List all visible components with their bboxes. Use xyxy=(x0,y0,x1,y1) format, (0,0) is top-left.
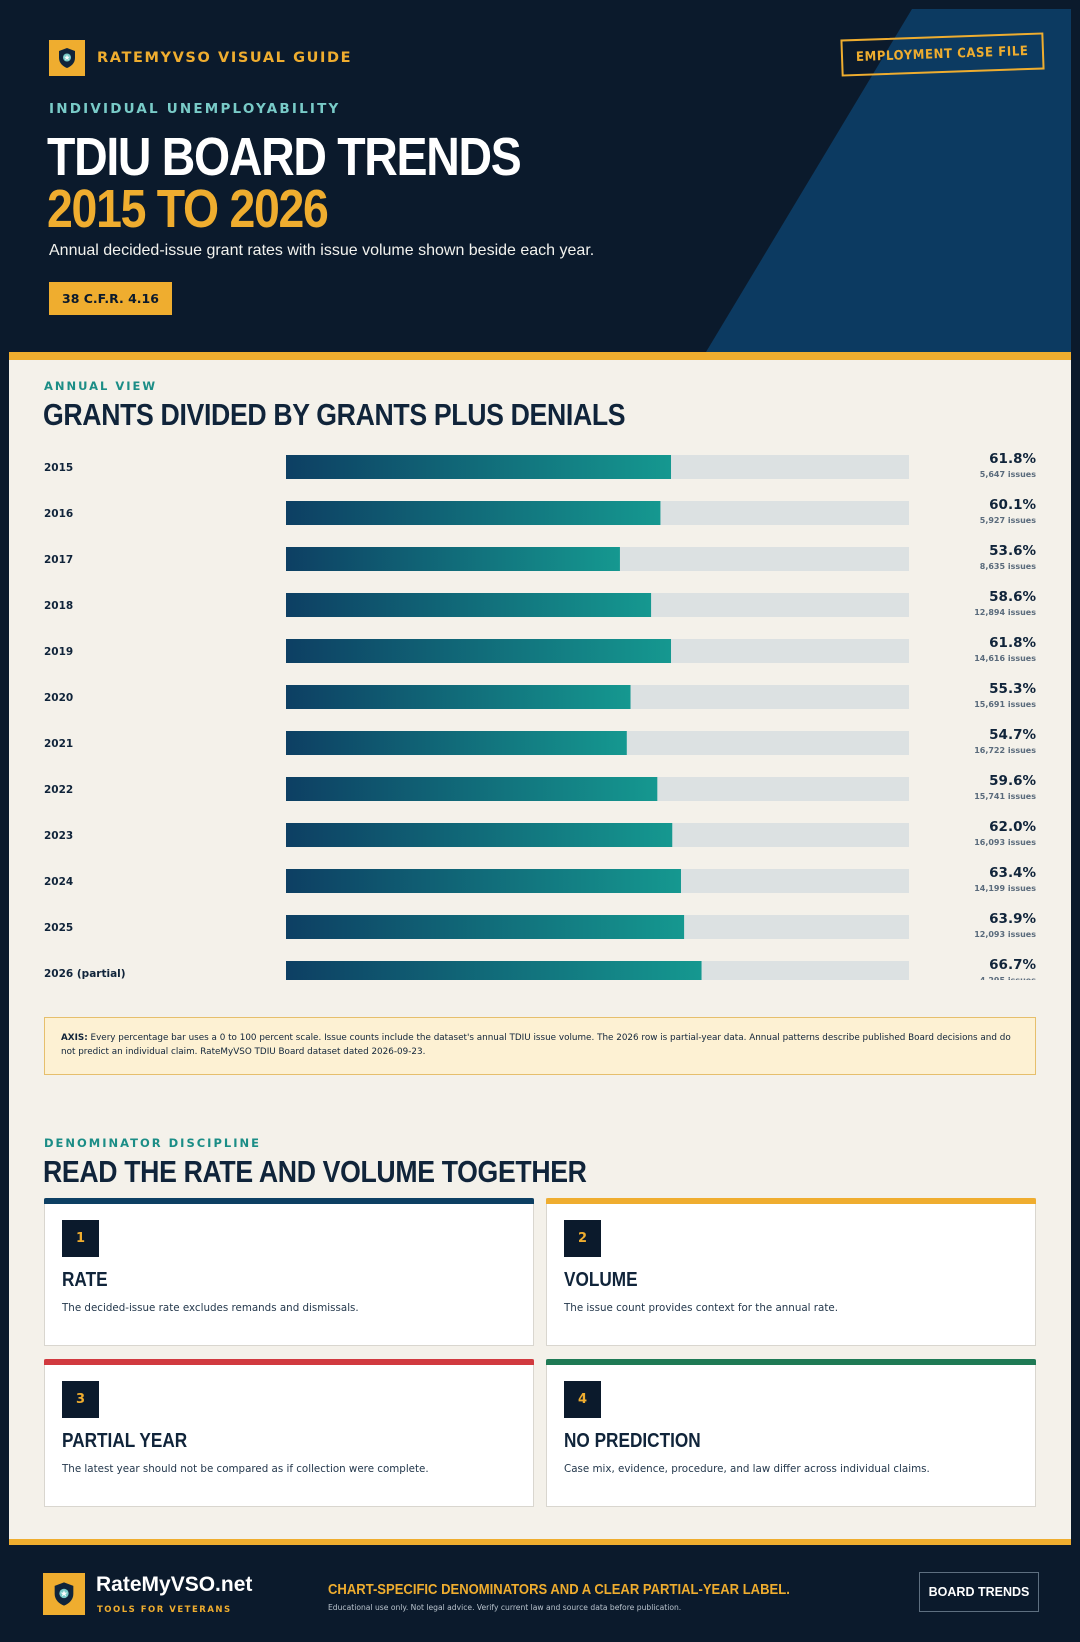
issue-count-label: 5,927 issues xyxy=(980,516,1036,525)
rate-label: 62.0% xyxy=(989,819,1036,835)
page-title-line1: TDIU BOARD TRENDS xyxy=(47,127,522,187)
year-label: 2021 xyxy=(44,738,73,750)
hero-header: RATEMYVSO VISUAL GUIDE EMPLOYMENT CASE F… xyxy=(9,9,1071,352)
case-file-stamp: EMPLOYMENT CASE FILE xyxy=(840,32,1045,77)
year-label: 2016 xyxy=(44,508,73,520)
year-label: 2026 (partial) xyxy=(44,968,126,980)
card-body: The latest year should not be compared a… xyxy=(62,1463,429,1475)
card-number: 3 xyxy=(62,1381,99,1418)
footer-tagline: TOOLS FOR VETERANS xyxy=(97,1605,232,1615)
card-title: RATE xyxy=(62,1269,108,1291)
rate-bar xyxy=(286,869,681,893)
year-label: 2023 xyxy=(44,830,73,842)
issue-count-label: 5,647 issues xyxy=(980,470,1036,479)
rate-bar xyxy=(286,731,627,755)
annual-kicker: ANNUAL VIEW xyxy=(44,379,158,393)
axis-note-text: Every percentage bar uses a 0 to 100 per… xyxy=(61,1033,1011,1057)
year-label: 2024 xyxy=(44,876,73,888)
page-title-line2: 2015 TO 2026 xyxy=(47,179,329,239)
rate-label: 63.9% xyxy=(989,911,1036,927)
rate-label: 60.1% xyxy=(989,497,1036,513)
rate-label: 58.6% xyxy=(989,589,1036,605)
issue-count-label: 4,295 issues xyxy=(980,976,1036,980)
footer: RateMyVSO.net TOOLS FOR VETERANS CHART-S… xyxy=(9,1539,1071,1633)
rate-bar xyxy=(286,639,672,663)
rate-bar xyxy=(286,547,620,571)
discipline-kicker: DENOMINATOR DISCIPLINE xyxy=(44,1136,261,1150)
card-accent-bar xyxy=(546,1198,1036,1204)
card-number: 1 xyxy=(62,1220,99,1257)
footer-site-name[interactable]: RateMyVSO.net xyxy=(96,1573,253,1596)
brand-name: RATEMYVSO VISUAL GUIDE xyxy=(97,50,353,66)
board-trends-button[interactable]: BOARD TRENDS xyxy=(919,1572,1039,1612)
card-body: The decided-issue rate excludes remands … xyxy=(62,1302,359,1314)
rate-label: 61.8% xyxy=(989,451,1036,467)
card-accent-bar xyxy=(44,1359,534,1365)
rate-bar xyxy=(286,455,672,479)
year-label: 2020 xyxy=(44,692,73,704)
footer-headline: CHART-SPECIFIC DENOMINATORS AND A CLEAR … xyxy=(328,1582,790,1598)
rate-label: 61.8% xyxy=(989,635,1036,651)
page-subtitle: Annual decided-issue grant rates with is… xyxy=(49,242,595,259)
rate-bar xyxy=(286,915,685,939)
footer-disclaimer: Educational use only. Not legal advice. … xyxy=(328,1603,682,1612)
issue-count-label: 15,741 issues xyxy=(974,792,1036,801)
year-label: 2018 xyxy=(44,600,73,612)
card-accent-bar xyxy=(546,1359,1036,1365)
header-kicker: INDIVIDUAL UNEMPLOYABILITY xyxy=(49,101,341,117)
axis-note: AXIS: Every percentage bar uses a 0 to 1… xyxy=(44,1017,1036,1075)
brand-row: RATEMYVSO VISUAL GUIDE xyxy=(49,40,352,76)
card-body: Case mix, evidence, procedure, and law d… xyxy=(564,1463,930,1475)
rate-label: 63.4% xyxy=(989,865,1036,881)
issue-count-label: 12,894 issues xyxy=(974,608,1036,617)
rate-bar xyxy=(286,777,658,801)
rate-label: 66.7% xyxy=(989,957,1036,973)
year-label: 2017 xyxy=(44,554,73,566)
card-title: NO PREDICTION xyxy=(564,1430,701,1452)
rate-bar xyxy=(286,961,702,980)
rate-bar xyxy=(286,593,652,617)
card-no-prediction: 4 NO PREDICTION Case mix, evidence, proc… xyxy=(546,1359,1036,1507)
card-number: 2 xyxy=(564,1220,601,1257)
grant-rate-bar-chart: 2015 61.8% 5,647 issues 2016 60.1% 5,927 issu… xyxy=(44,451,1036,980)
issue-count-label: 16,722 issues xyxy=(974,746,1036,755)
card-volume: 2 VOLUME The issue count provides contex… xyxy=(546,1198,1036,1346)
rate-label: 53.6% xyxy=(989,543,1036,559)
card-body: The issue count provides context for the… xyxy=(564,1302,838,1314)
hero-diagonal-panel xyxy=(706,9,1071,352)
main-content: ANNUAL VIEW GRANTS DIVIDED BY GRANTS PLU… xyxy=(9,352,1071,1539)
issue-count-label: 14,199 issues xyxy=(974,884,1036,893)
year-label: 2015 xyxy=(44,462,73,474)
axis-note-label: AXIS: xyxy=(61,1033,88,1043)
rate-bar xyxy=(286,823,673,847)
shield-logo-icon xyxy=(49,40,85,76)
issue-count-label: 16,093 issues xyxy=(974,838,1036,847)
year-label: 2025 xyxy=(44,922,73,934)
year-label: 2022 xyxy=(44,784,73,796)
footer-shield-logo-icon xyxy=(43,1573,85,1615)
cfr-badge: 38 C.F.R. 4.16 xyxy=(49,282,172,315)
rate-bar xyxy=(286,685,631,709)
card-rate: 1 RATE The decided-issue rate excludes r… xyxy=(44,1198,534,1346)
card-number: 4 xyxy=(564,1381,601,1418)
issue-count-label: 8,635 issues xyxy=(980,562,1036,571)
discipline-title: READ THE RATE AND VOLUME TOGETHER xyxy=(43,1154,587,1189)
card-title: PARTIAL YEAR xyxy=(62,1430,188,1452)
card-accent-bar xyxy=(44,1198,534,1204)
rate-label: 59.6% xyxy=(989,773,1036,789)
rate-label: 54.7% xyxy=(989,727,1036,743)
issue-count-label: 14,616 issues xyxy=(974,654,1036,663)
annual-title: GRANTS DIVIDED BY GRANTS PLUS DENIALS xyxy=(43,397,626,432)
card-partial-year: 3 PARTIAL YEAR The latest year should no… xyxy=(44,1359,534,1507)
rate-bar xyxy=(286,501,661,525)
year-label: 2019 xyxy=(44,646,73,658)
issue-count-label: 15,691 issues xyxy=(974,700,1036,709)
card-title: VOLUME xyxy=(564,1269,638,1291)
rate-label: 55.3% xyxy=(989,681,1036,697)
issue-count-label: 12,093 issues xyxy=(974,930,1036,939)
